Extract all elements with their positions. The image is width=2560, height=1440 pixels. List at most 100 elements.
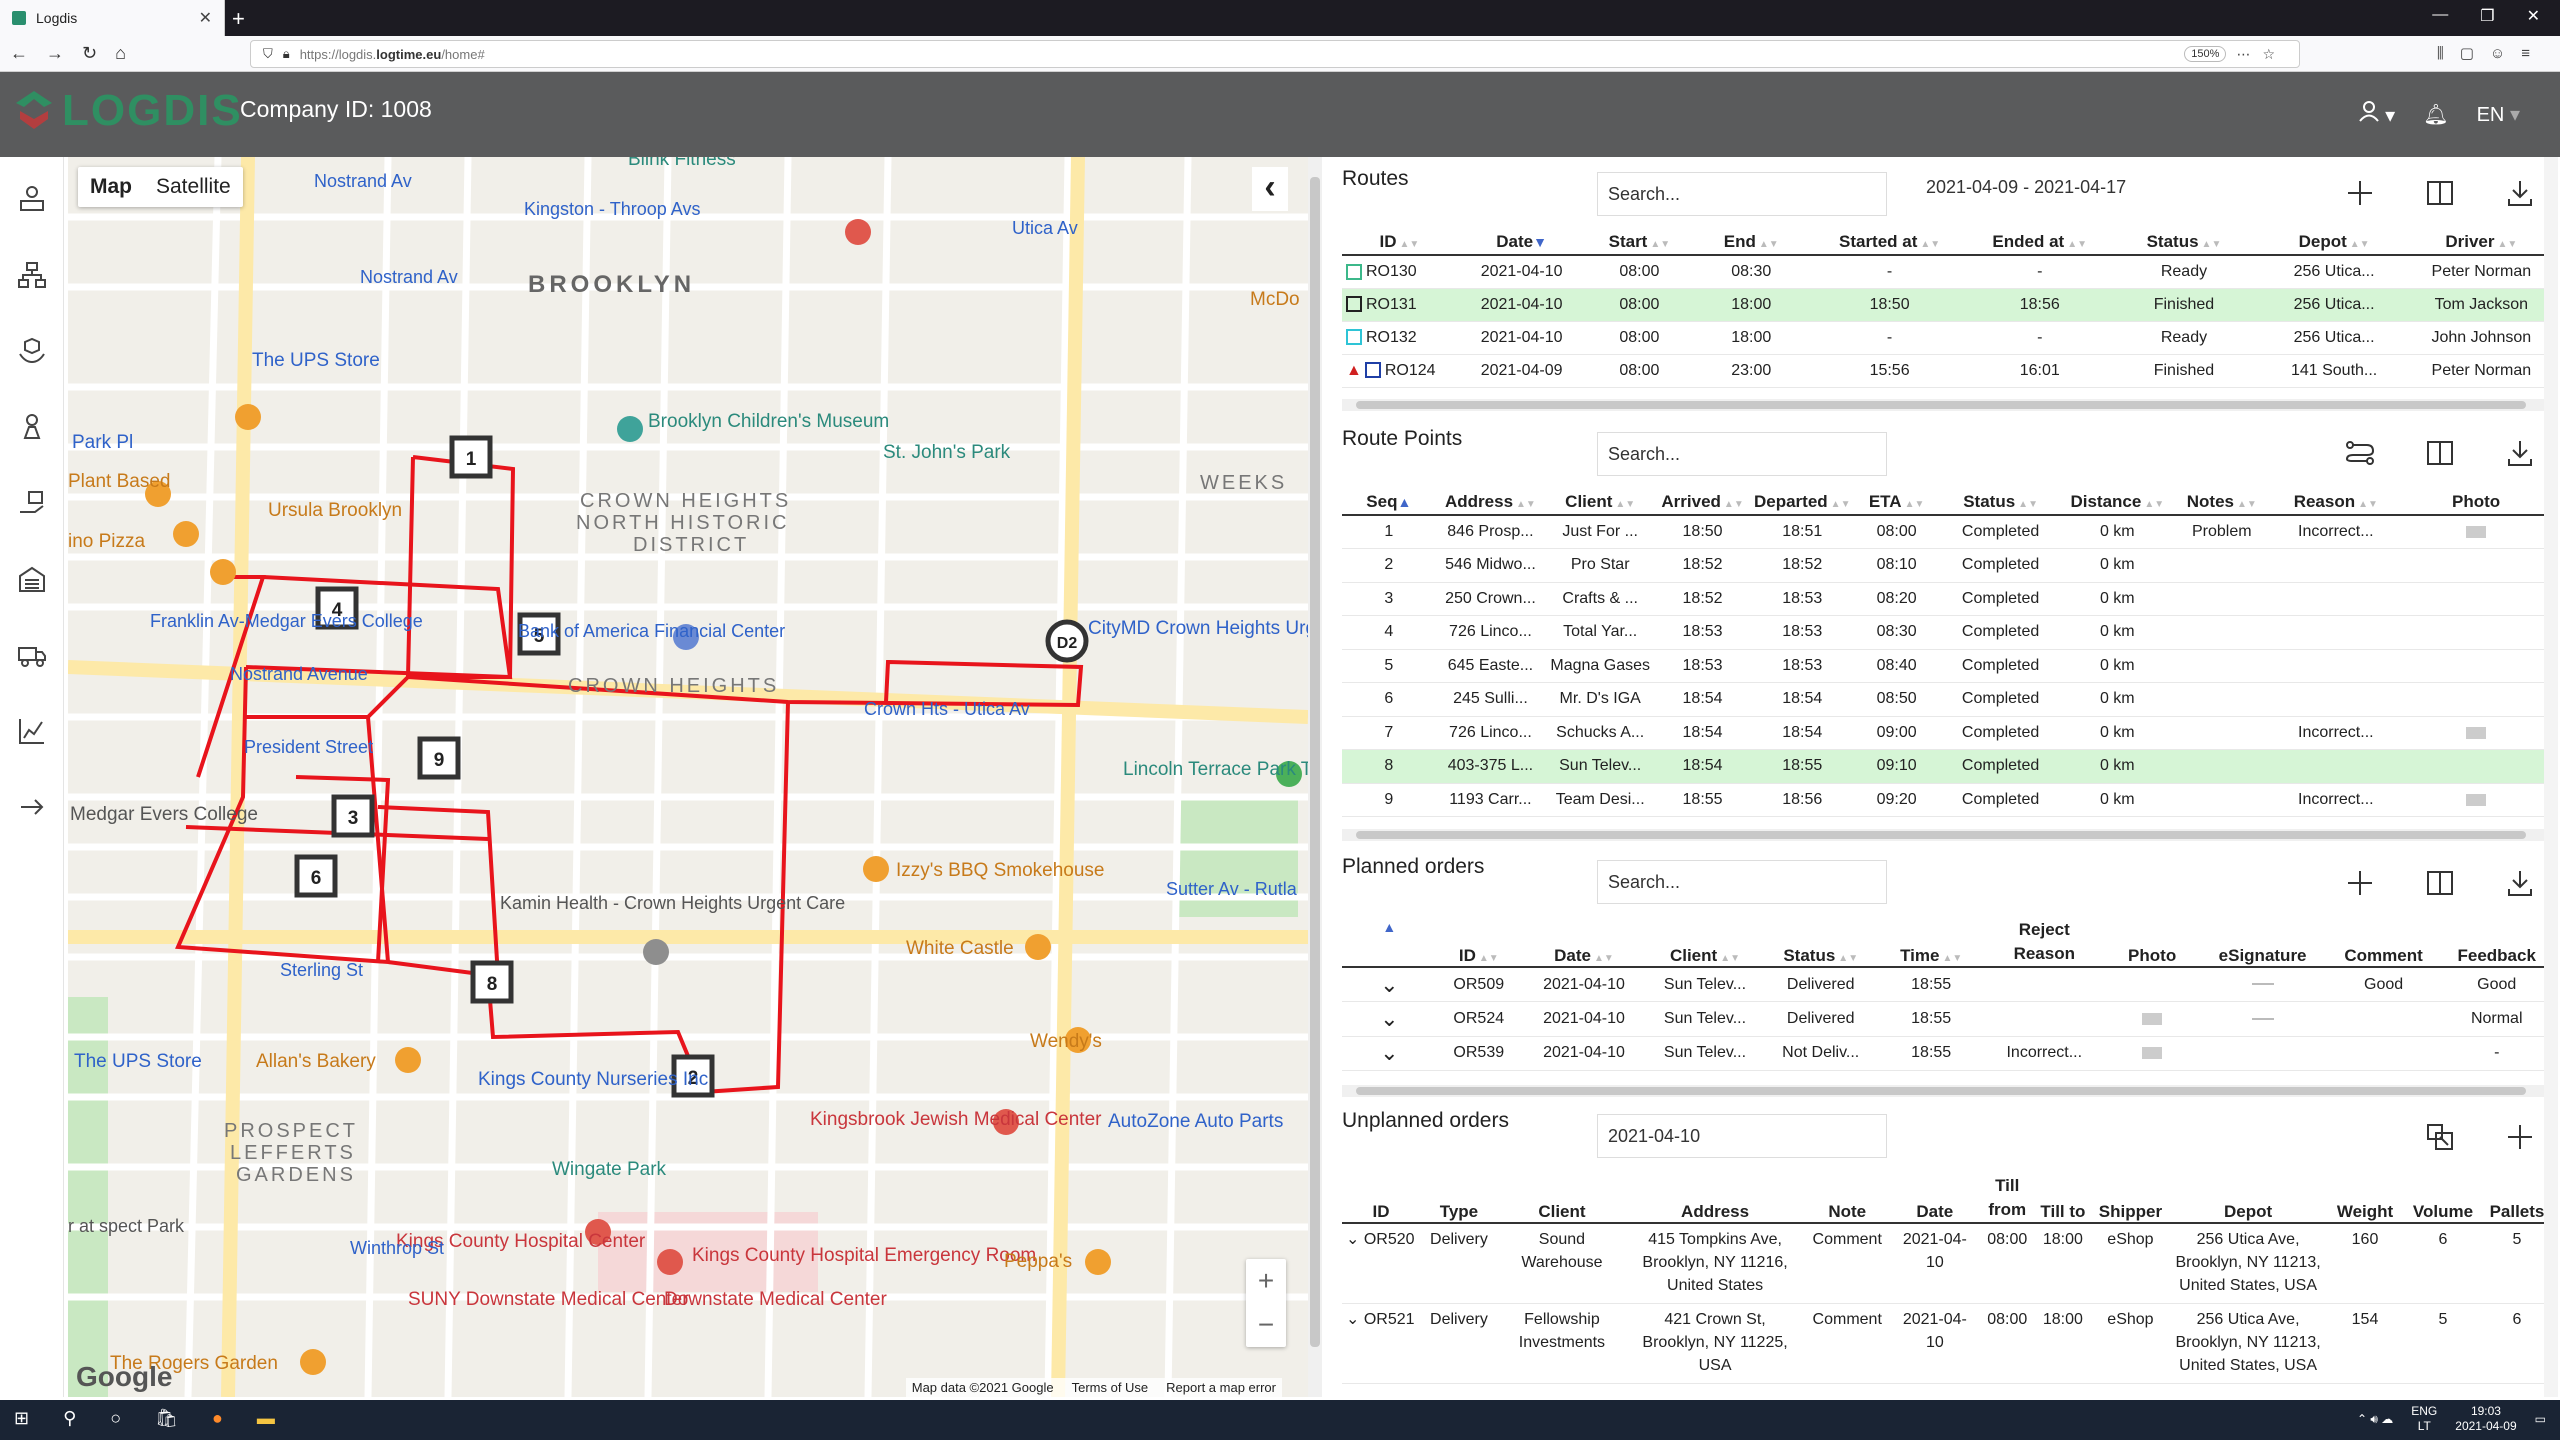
bell-icon[interactable]: 🔔︎: [2423, 103, 2449, 126]
back-icon[interactable]: ←: [10, 43, 28, 63]
col-end[interactable]: End ▲▼: [1692, 229, 1811, 256]
scroll-thumb[interactable]: [1356, 831, 2526, 839]
col-start[interactable]: Start ▲▼: [1586, 229, 1693, 256]
cortana-icon[interactable]: ○: [110, 1408, 122, 1428]
col-id[interactable]: ID ▲▼: [1436, 917, 1521, 968]
sidebar-item-packages[interactable]: [0, 321, 64, 381]
add-unplanned-order-button[interactable]: [2500, 1117, 2540, 1157]
notification-icon[interactable]: ▭: [2534, 1412, 2546, 1426]
col-ended-at[interactable]: Ended at ▲▼: [1969, 229, 2111, 256]
route-row[interactable]: RO132 2021-04-10 08:00 18:00- - Ready 256 Utic…: [1342, 321, 2552, 355]
route-point-row[interactable]: 8 403-375 L... Sun Telev... 18:54 18:55 09:10…: [1342, 749, 2552, 784]
col-comment[interactable]: Comment: [2325, 917, 2442, 968]
col-seq[interactable]: Seq▲: [1342, 489, 1436, 516]
col-departed[interactable]: Departed ▲▼: [1749, 489, 1855, 516]
expand-row-icon[interactable]: ⌄: [1346, 1310, 1360, 1328]
sidebar-expand[interactable]: [0, 777, 64, 837]
unplanned-order-row[interactable]: ⌄ OR520 Delivery Sound Warehouse 415 Tompki…: [1342, 1223, 2552, 1304]
unplanned-date-input[interactable]: 2021-04-10: [1597, 1114, 1887, 1158]
marker-2[interactable]: 2: [671, 1054, 715, 1098]
marker-4[interactable]: 4: [315, 586, 359, 630]
route-point-row[interactable]: 6 245 Sulli... Mr. D's IGA 18:54 18:54 08:50 C…: [1342, 682, 2552, 717]
route-row[interactable]: RO131 2021-04-10 08:00 18:00 18:50 18:56 Finis…: [1342, 288, 2552, 322]
collapse-map-icon[interactable]: ‹: [1252, 167, 1288, 211]
marker-1[interactable]: 1: [449, 435, 493, 479]
marker-5[interactable]: 5: [517, 612, 561, 656]
minimize-icon[interactable]: —: [2432, 6, 2449, 23]
new-tab-icon[interactable]: +: [232, 6, 245, 31]
marker-3[interactable]: 3: [331, 794, 375, 838]
col-address[interactable]: Address: [1625, 1173, 1805, 1224]
signature-thumbnail[interactable]: [2251, 983, 2274, 986]
route-color-checkbox[interactable]: [1346, 296, 1362, 313]
col-eta[interactable]: ETA ▲▼: [1854, 489, 1939, 516]
sidebar-item-clients[interactable]: [0, 169, 64, 229]
photo-thumbnail[interactable]: [2142, 1012, 2163, 1025]
sidebar-item-network[interactable]: [0, 245, 64, 305]
col-started-at[interactable]: Started at ▲▼: [1810, 229, 1970, 256]
col-time[interactable]: Time ▲▼: [1878, 917, 1984, 968]
marker-9[interactable]: 9: [417, 736, 461, 780]
col-client[interactable]: Client: [1497, 1173, 1626, 1224]
col-client[interactable]: Client ▲▼: [1647, 917, 1763, 968]
scroll-thumb[interactable]: [1356, 1087, 2526, 1095]
sidebar-item-reports[interactable]: [0, 701, 64, 761]
sidebar-item-vehicles[interactable]: [0, 625, 64, 685]
add-route-button[interactable]: [2340, 173, 2380, 213]
assign-orders-button[interactable]: [2420, 1117, 2460, 1157]
photo-thumbnail[interactable]: [2466, 793, 2487, 806]
columns-button[interactable]: [2420, 433, 2460, 473]
browser-tab[interactable]: Logdis ✕: [0, 0, 225, 36]
route-points-search-input[interactable]: Search...: [1597, 432, 1887, 476]
col-till-to[interactable]: Till to: [2035, 1173, 2091, 1224]
planned-hscroll[interactable]: [1342, 1085, 2550, 1097]
col-weight[interactable]: Weight: [2326, 1173, 2404, 1224]
col-date[interactable]: Date▼: [1456, 229, 1587, 256]
scroll-thumb[interactable]: [1310, 177, 1320, 1347]
logo[interactable]: LOGDIS: [14, 86, 243, 136]
zoom-out-button[interactable]: −: [1257, 1309, 1275, 1340]
route-point-row[interactable]: 3 250 Crown... Crafts & ... 18:52 18:53 08:20…: [1342, 582, 2552, 616]
restore-icon[interactable]: ❐: [2480, 8, 2495, 25]
sidebar-item-delivery[interactable]: [0, 473, 64, 533]
col-arrived[interactable]: Arrived ▲▼: [1655, 489, 1750, 516]
close-tab-icon[interactable]: ✕: [198, 10, 212, 27]
photo-thumbnail[interactable]: [2466, 525, 2487, 538]
marker-6[interactable]: 6: [294, 854, 338, 898]
col-reason[interactable]: Reason ▲▼: [2271, 489, 2401, 516]
col-driver[interactable]: Driver ▲▼: [2410, 229, 2552, 256]
panel-scrollbar[interactable]: [2544, 157, 2558, 1397]
map-view[interactable]: 1 2 3 4 5 6 8 9 D2: [68, 157, 1308, 1397]
sidebar-item-drivers[interactable]: [0, 397, 64, 457]
planned-search-input[interactable]: Search...: [1597, 860, 1887, 904]
columns-button[interactable]: [2420, 863, 2460, 903]
zoom-in-button[interactable]: +: [1257, 1265, 1275, 1296]
tab-map[interactable]: Map: [90, 175, 132, 198]
expand-row-icon[interactable]: ⌄: [1346, 1231, 1360, 1248]
col-id[interactable]: ID ▲▼: [1342, 229, 1457, 256]
route-point-row[interactable]: 7 726 Linco... Schucks A... 18:54 18:54 09:00…: [1342, 716, 2552, 750]
planned-order-row[interactable]: ⌄ OR524 2021-04-10 Sun Telev... Delivered 18:…: [1342, 1001, 2552, 1037]
points-hscroll[interactable]: [1342, 829, 2550, 841]
route-point-row[interactable]: 1 846 Prosp... Just For ... 18:50 18:51 08:00…: [1342, 515, 2552, 549]
route-point-row[interactable]: 9 1193 Carr... Team Desi... 18:55 18:56 09:20…: [1342, 783, 2552, 817]
firefox-icon[interactable]: ●: [212, 1408, 223, 1428]
map-scrollbar[interactable]: [1308, 157, 1322, 1397]
col-volume[interactable]: Volume: [2403, 1173, 2482, 1224]
route-row[interactable]: ▲ RO124 2021-04-09 08:00 23:00 15:56 16:01 Fini…: [1342, 354, 2552, 388]
download-points-button[interactable]: [2500, 433, 2540, 473]
reload-icon[interactable]: ↻: [82, 43, 98, 63]
expand-row-icon[interactable]: ⌄: [1342, 1036, 1437, 1071]
col-address[interactable]: Address ▲▼: [1435, 489, 1546, 516]
col-type[interactable]: Type: [1419, 1173, 1498, 1224]
download-planned-button[interactable]: [2500, 863, 2540, 903]
col-notes[interactable]: Notes ▲▼: [2172, 489, 2272, 516]
col-distance[interactable]: Distance ▲▼: [2062, 489, 2173, 516]
forward-icon[interactable]: →: [46, 43, 64, 63]
col-depot[interactable]: Depot ▲▼: [2257, 229, 2411, 256]
store-icon[interactable]: 🛍︎: [155, 1408, 179, 1428]
page-actions-icon[interactable]: ⋯☆: [2236, 45, 2287, 62]
photo-thumbnail[interactable]: [2142, 1047, 2163, 1060]
route-row[interactable]: RO130 2021-04-10 08:00 08:30- - Ready 256 Utic…: [1342, 255, 2552, 289]
col-photo[interactable]: Photo: [2104, 917, 2200, 968]
